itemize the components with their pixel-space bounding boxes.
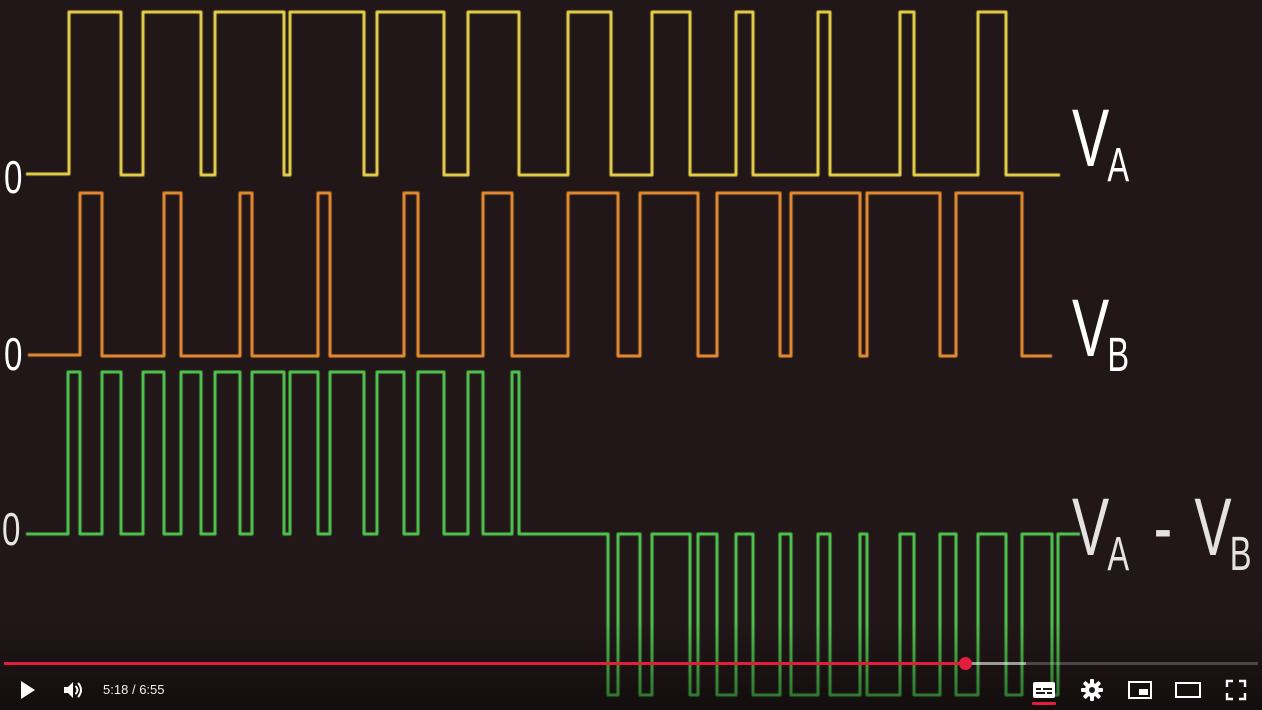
signal-vb-waveform [28, 191, 1052, 358]
zero-label-diff: 0 [2, 505, 20, 555]
svg-text:B: B [1230, 527, 1252, 581]
miniplayer-button[interactable] [1124, 674, 1156, 706]
subtitles-button[interactable] [1028, 674, 1060, 706]
play-icon [21, 681, 35, 699]
fullscreen-button[interactable] [1220, 674, 1252, 706]
zero-label-va: 0 [4, 153, 22, 203]
duration: 6:55 [139, 682, 165, 697]
play-button[interactable] [10, 674, 44, 706]
signal-label-diff: V A - V B [1072, 481, 1252, 580]
theater-mode-button[interactable] [1172, 674, 1204, 706]
progress-bar[interactable] [4, 657, 1258, 670]
signal-diff-waveform [26, 370, 1080, 697]
fullscreen-icon [1225, 679, 1247, 701]
current-time: 5:18 [103, 682, 129, 697]
time-separator: / [131, 682, 136, 697]
subtitles-icon [1033, 682, 1055, 698]
subtitles-active-indicator [1032, 702, 1056, 705]
svg-text:A: A [1107, 527, 1129, 581]
settings-button[interactable] [1076, 674, 1108, 706]
miniplayer-icon [1128, 681, 1152, 699]
progress-played [4, 662, 965, 665]
svg-text:B: B [1107, 328, 1129, 382]
zero-label-vb: 0 [4, 330, 22, 380]
svg-text:-: - [1154, 481, 1173, 572]
signal-label-vb: V B [1072, 282, 1129, 381]
svg-text:V: V [1072, 92, 1109, 183]
time-display: 5:18 / 6:55 [103, 682, 165, 698]
gear-icon [1081, 679, 1103, 701]
volume-button[interactable] [56, 674, 90, 706]
signal-va-waveform [26, 10, 1060, 177]
volume-icon [64, 682, 82, 698]
scrubber-handle[interactable] [958, 657, 972, 670]
signal-label-va: V A [1072, 92, 1130, 191]
svg-text:V: V [1194, 481, 1231, 572]
svg-text:A: A [1107, 138, 1129, 192]
theater-mode-icon [1175, 682, 1201, 698]
svg-text:V: V [1072, 481, 1109, 572]
svg-text:V: V [1072, 282, 1109, 373]
